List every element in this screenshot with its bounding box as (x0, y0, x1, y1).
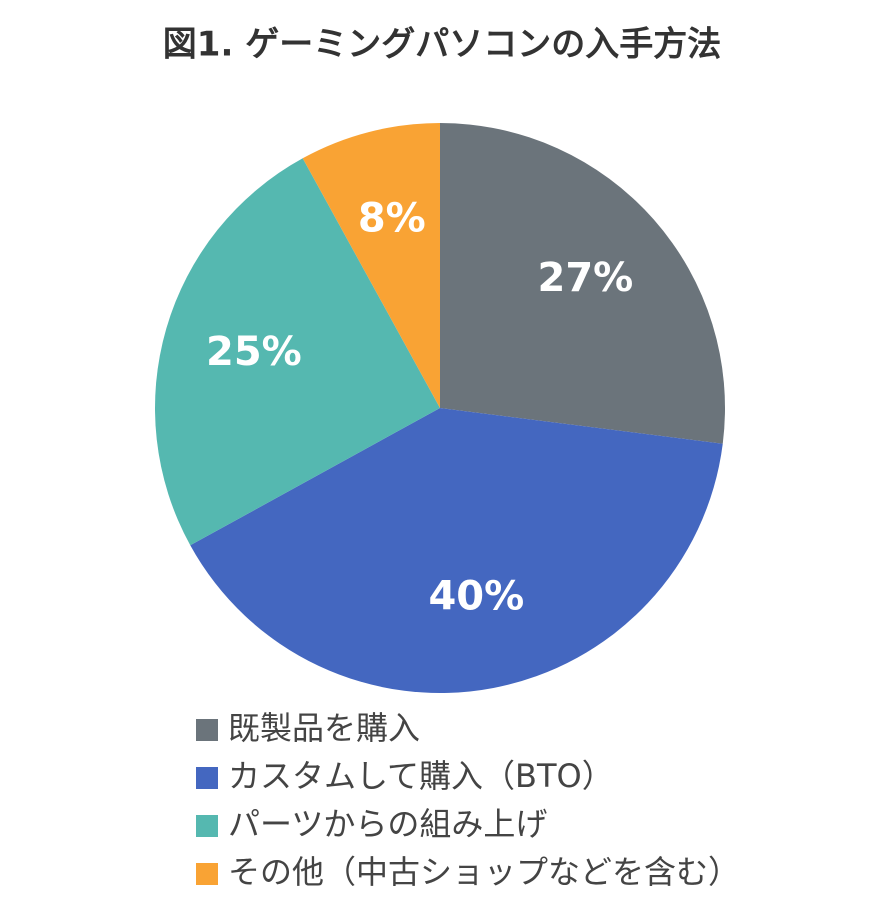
legend-label: カスタムして購入（BTO） (228, 757, 614, 795)
legend-label: その他（中古ショップなどを含む） (228, 853, 740, 891)
data-label: 25% (206, 329, 302, 375)
pie-slice (302, 123, 440, 408)
pie-slice (190, 408, 723, 694)
legend-swatch (196, 863, 218, 885)
pie-slice (440, 123, 726, 444)
data-label: 8% (358, 195, 426, 241)
pie-slice (155, 158, 440, 546)
data-label: 40% (428, 573, 524, 619)
legend-swatch (196, 719, 218, 741)
legend-label: 既製品を購入 (228, 709, 420, 747)
legend-label: パーツからの組み上げ (228, 805, 547, 843)
data-label: 27% (537, 255, 633, 301)
legend-swatch (196, 815, 218, 837)
legend-swatch (196, 767, 218, 789)
chart-title: 図1. ゲーミングパソコンの入手方法 (163, 25, 721, 65)
